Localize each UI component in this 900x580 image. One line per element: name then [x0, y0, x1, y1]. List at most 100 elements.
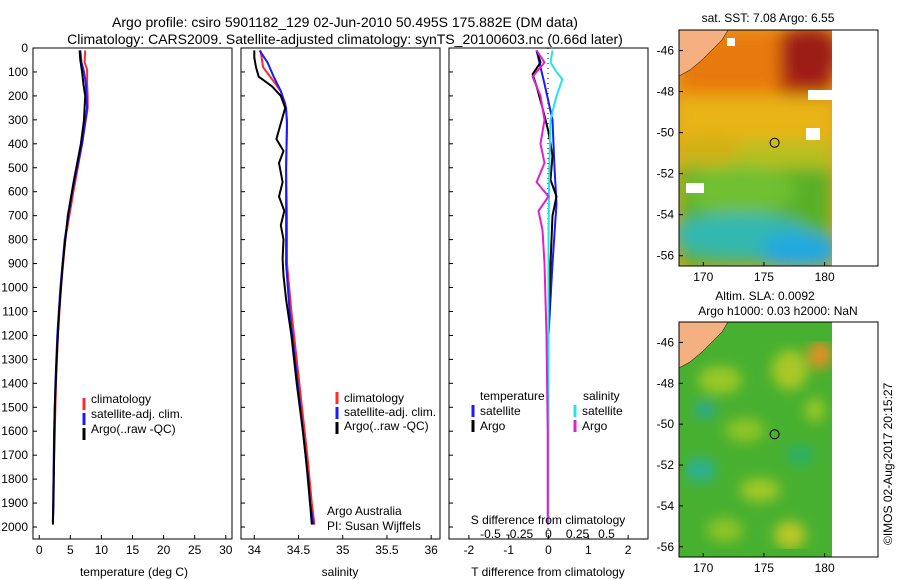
lat-tick-label: -56 [657, 249, 675, 263]
lat-tick-label: -48 [657, 85, 675, 99]
x-tick-label: 10 [95, 543, 109, 557]
sla-map-frame [678, 321, 879, 558]
depth-tick-label: 500 [8, 161, 28, 175]
depth-tick-label: 1900 [1, 496, 28, 510]
x-tick-label: 34 [248, 543, 262, 557]
depth-tick-label: 2000 [1, 520, 28, 534]
sst-map-frame [678, 29, 879, 267]
legend-label-s-satellite: satellite [582, 404, 623, 418]
depth-tick-label: 1800 [1, 472, 28, 486]
lon-tick-label: 175 [754, 561, 774, 575]
temperature-legend: climatology satellite-adj. clim. Argo(..… [82, 392, 183, 440]
figure-title-line1: Argo profile: csiro 5901182_129 02-Jun-2… [112, 14, 578, 30]
operator-annotation: Argo Australia [327, 504, 402, 518]
s-tick-label: 0 [545, 527, 552, 541]
depth-tick-label: 900 [8, 257, 28, 271]
lat-tick-label: -56 [657, 540, 675, 554]
salinity-panel: 34 34.5 35 35.5 36 climatology satellite-adj… [240, 47, 441, 579]
lon-tick-label: 180 [815, 561, 835, 575]
salinity-depth-ticks [241, 47, 245, 528]
temperature-series [51, 50, 89, 525]
depth-tick-label: 0 [21, 41, 28, 55]
sla-map: Altim. SLA: 0.0092 Argo h1000: 0.03 h200… [657, 289, 879, 575]
legend-label-argo: Argo(..raw -QC) [344, 419, 429, 433]
series-s-satellite [547, 50, 564, 525]
salinity-series [253, 49, 316, 525]
legend-label-climatology: climatology [91, 392, 151, 406]
legend-label-s-argo: Argo [582, 419, 608, 433]
s-tick-label: -0.5 [480, 527, 501, 541]
float-position-marker [769, 429, 780, 440]
sla-map-title-line1: Altim. SLA: 0.0092 [715, 289, 815, 303]
lon-tick-label: 170 [693, 270, 713, 284]
lat-tick-label: -52 [657, 458, 675, 472]
series-argo-raw-qc- [51, 50, 87, 525]
depth-tick-label: 1200 [1, 328, 28, 342]
s-difference-label: S difference from climatology [471, 513, 626, 527]
difference-panel: -2 -1 0 1 2 temperature salinity satellite A… [448, 47, 649, 579]
imos-credit: ©IMOS 02-Aug-2017 20:15:27 [881, 382, 895, 545]
depth-tick-label: 100 [8, 65, 28, 79]
temperature-x-axis: 0 5 10 15 20 25 30 [36, 535, 233, 557]
lon-tick-label: 175 [754, 270, 774, 284]
x-tick-label: -2 [464, 543, 475, 557]
land-mass [679, 322, 729, 369]
s-difference-ticks: -0.5 -0.25 0 0.25 0.5 [480, 527, 615, 541]
legend-label-satellite: satellite-adj. clim. [91, 407, 183, 421]
land-mass [679, 30, 729, 77]
figure-title-line2: Climatology: CARS2009. Satellite-adjuste… [67, 31, 623, 47]
depth-tick-label: 200 [8, 89, 28, 103]
lat-tick-label: -50 [657, 126, 675, 140]
lat-tick-label: -46 [657, 44, 675, 58]
x-tick-label: 15 [126, 543, 140, 557]
depth-tick-label: 1300 [1, 352, 28, 366]
s-tick-label: -0.25 [506, 527, 534, 541]
float-position-marker [769, 137, 780, 148]
depth-tick-label: 1400 [1, 376, 28, 390]
lat-tick-label: -50 [657, 417, 675, 431]
sla-field [679, 322, 878, 557]
lat-tick-label: -46 [657, 335, 675, 349]
difference-x-axis: -2 -1 0 1 2 [464, 535, 632, 557]
x-tick-label: -1 [503, 543, 514, 557]
difference-series [531, 49, 564, 525]
sst-map-axes: 170 175 180 -46 -48 -50 -52 -54 -56 [657, 44, 835, 284]
depth-tick-label: 1700 [1, 448, 28, 462]
legend-label-t-satellite: satellite [480, 404, 521, 418]
depth-tick-label: 1600 [1, 424, 28, 438]
lon-tick-label: 180 [815, 270, 835, 284]
lat-tick-label: -54 [657, 499, 675, 513]
legend-heading-salinity: salinity [583, 389, 620, 403]
legend-label-argo: Argo(..raw -QC) [91, 422, 176, 436]
x-tick-label: 34.5 [287, 543, 311, 557]
s-tick-label: 0.25 [566, 527, 590, 541]
lat-tick-label: -54 [657, 208, 675, 222]
depth-tick-label: 600 [8, 185, 28, 199]
legend-label-climatology: climatology [344, 391, 404, 405]
depth-tick-label: 1000 [1, 281, 28, 295]
depth-tick-label: 300 [8, 113, 28, 127]
series-argo-raw-qc- [253, 50, 313, 525]
lat-tick-label: -52 [657, 167, 675, 181]
temperature-panel: 0100200300400500600700800900100011001200… [1, 41, 232, 579]
pi-annotation: PI: Susan Wijffels [327, 519, 421, 533]
legend-label-t-argo: Argo [480, 419, 506, 433]
x-tick-label: 20 [157, 543, 171, 557]
lon-tick-label: 170 [693, 561, 713, 575]
x-tick-label: 1 [585, 543, 592, 557]
t-difference-label: T difference from climatology [471, 565, 625, 579]
salinity-axes [240, 47, 441, 540]
x-tick-label: 0 [545, 543, 552, 557]
salinity-x-label: salinity [322, 565, 359, 579]
difference-depth-ticks [449, 47, 453, 528]
x-tick-label: 25 [188, 543, 202, 557]
x-tick-label: 35.5 [375, 543, 399, 557]
difference-legend: temperature salinity satellite Argo sate… [471, 389, 623, 433]
legend-label-satellite: satellite-adj. clim. [344, 405, 436, 419]
series-s-argo [531, 49, 550, 525]
s-tick-label: 0.5 [598, 527, 615, 541]
depth-tick-label: 800 [8, 233, 28, 247]
sst-map: sat. SST: 7.08 Argo: 6.55 [657, 11, 879, 284]
depth-tick-label: 400 [8, 137, 28, 151]
